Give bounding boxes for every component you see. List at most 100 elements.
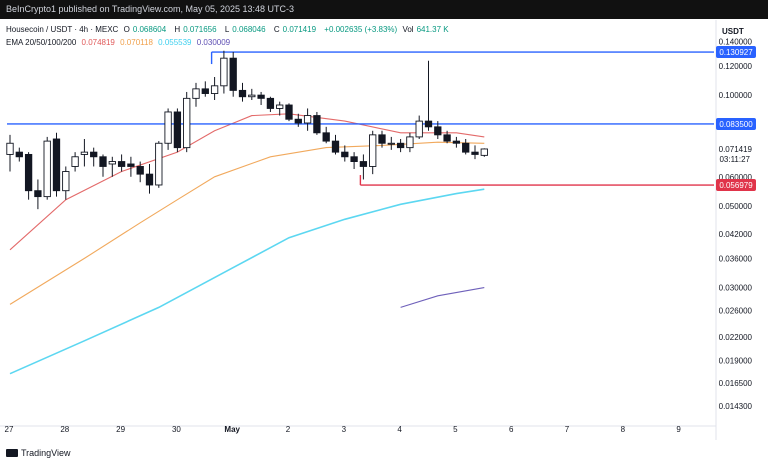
candle	[173, 111, 182, 149]
candle	[117, 161, 126, 167]
ema200-value: 0.030009	[196, 38, 231, 47]
y-tick-label: 0.050000	[719, 202, 753, 211]
ohlc-low: L 0.068046	[224, 25, 266, 34]
candle	[443, 134, 451, 142]
x-tick-label: 5	[453, 425, 458, 434]
symbol-title[interactable]: Housecoin / USDT · 4h · MEXC	[6, 25, 119, 34]
candle	[257, 94, 265, 99]
y-tick-label: 0.120000	[719, 62, 753, 71]
candle	[145, 173, 154, 186]
candle	[424, 120, 433, 128]
x-tick-label: 8	[621, 425, 626, 434]
x-tick-label: 9	[676, 425, 681, 434]
y-tick-label: 0.030000	[719, 284, 753, 293]
level-tag-1[interactable]	[716, 117, 756, 130]
candle	[378, 134, 386, 144]
ema-label[interactable]: EMA 20/50/100/200	[6, 38, 77, 47]
candle	[331, 140, 340, 153]
candle	[164, 111, 172, 144]
y-tick-label: 0.036000	[719, 254, 753, 263]
candle	[341, 151, 349, 158]
x-tick-label: 27	[5, 425, 14, 434]
level-tag-label: 0.130927	[719, 48, 753, 57]
level-tag-2[interactable]	[716, 179, 756, 192]
ema-line-1	[9, 141, 485, 305]
candle	[350, 156, 358, 162]
ema-line-3	[400, 287, 485, 308]
y-tick-label: 0.042000	[719, 230, 753, 239]
candle	[396, 142, 405, 149]
candle	[192, 88, 200, 99]
candle	[108, 161, 116, 165]
candle	[71, 156, 79, 167]
ohlc-open: O 0.068604	[123, 25, 167, 34]
candle	[6, 142, 14, 155]
candle	[276, 104, 284, 109]
x-tick-label: 29	[116, 425, 125, 434]
ema-line-2	[9, 188, 485, 375]
x-tick-label: 4	[397, 425, 402, 434]
price-change: +0.002635 (+3.83%)	[324, 25, 398, 34]
volume: Vol 641.37 K	[402, 25, 449, 34]
candle	[313, 115, 321, 134]
y-tick-label: 0.060000	[719, 173, 753, 182]
level-tag-0[interactable]	[716, 46, 756, 59]
candle	[229, 57, 237, 91]
x-tick-label: 28	[60, 425, 69, 434]
candle	[62, 171, 70, 192]
y-tick-label: 0.016500	[719, 379, 753, 388]
candle	[210, 85, 219, 94]
candle	[294, 118, 302, 124]
candle	[90, 151, 98, 158]
ema-legend: EMA 20/50/100/200 0.074819 0.070118 0.05…	[6, 38, 233, 47]
candle	[462, 142, 470, 153]
candle	[406, 136, 414, 149]
candle	[238, 89, 247, 98]
candle	[285, 104, 293, 120]
y-tick-label: 0.019000	[719, 357, 753, 366]
candle	[248, 94, 256, 98]
y-tick-label: 0.140000	[719, 37, 753, 46]
candle	[480, 148, 488, 156]
candle	[155, 142, 163, 186]
candle	[34, 190, 42, 198]
x-tick-label: 6	[509, 425, 514, 434]
level-tag-label: 0.056979	[719, 181, 753, 190]
candle	[387, 142, 395, 145]
candle	[434, 126, 442, 136]
candle	[127, 163, 135, 167]
symbol-legend: Housecoin / USDT · 4h · MEXC O 0.068604 H…	[6, 25, 455, 34]
candle	[471, 151, 479, 155]
candle	[452, 140, 461, 144]
candle	[369, 134, 377, 167]
candle	[303, 115, 312, 124]
candle	[15, 151, 23, 158]
y-tick-label: 0.100000	[719, 91, 753, 100]
candle	[220, 57, 228, 87]
candle	[183, 97, 191, 149]
candle	[136, 166, 144, 175]
ema20-value: 0.074819	[81, 38, 115, 47]
y-tick-label: 0.014300	[719, 402, 753, 411]
ema-line-0	[9, 113, 485, 251]
candle	[415, 120, 423, 138]
x-tick-label: 7	[565, 425, 570, 434]
candle	[266, 97, 275, 109]
brand-name: TradingView	[21, 448, 71, 458]
ohlc-high: H 0.071656	[174, 25, 217, 34]
countdown-label: 03:11:27	[719, 155, 750, 164]
ema50-value: 0.070118	[120, 38, 153, 47]
ohlc-close: C 0.071419	[273, 25, 317, 34]
tradingview-logo-icon	[6, 449, 18, 457]
candle	[359, 161, 368, 167]
currency-label[interactable]: USDT	[722, 27, 744, 36]
x-tick-label: May	[224, 425, 240, 434]
x-tick-label: 2	[286, 425, 291, 434]
current-price-label: 0.071419	[719, 145, 753, 154]
x-tick-label: 30	[172, 425, 181, 434]
candle	[52, 138, 61, 192]
candle	[99, 156, 107, 167]
x-tick-label: 3	[342, 425, 347, 434]
level-tag-label: 0.083500	[719, 120, 753, 129]
